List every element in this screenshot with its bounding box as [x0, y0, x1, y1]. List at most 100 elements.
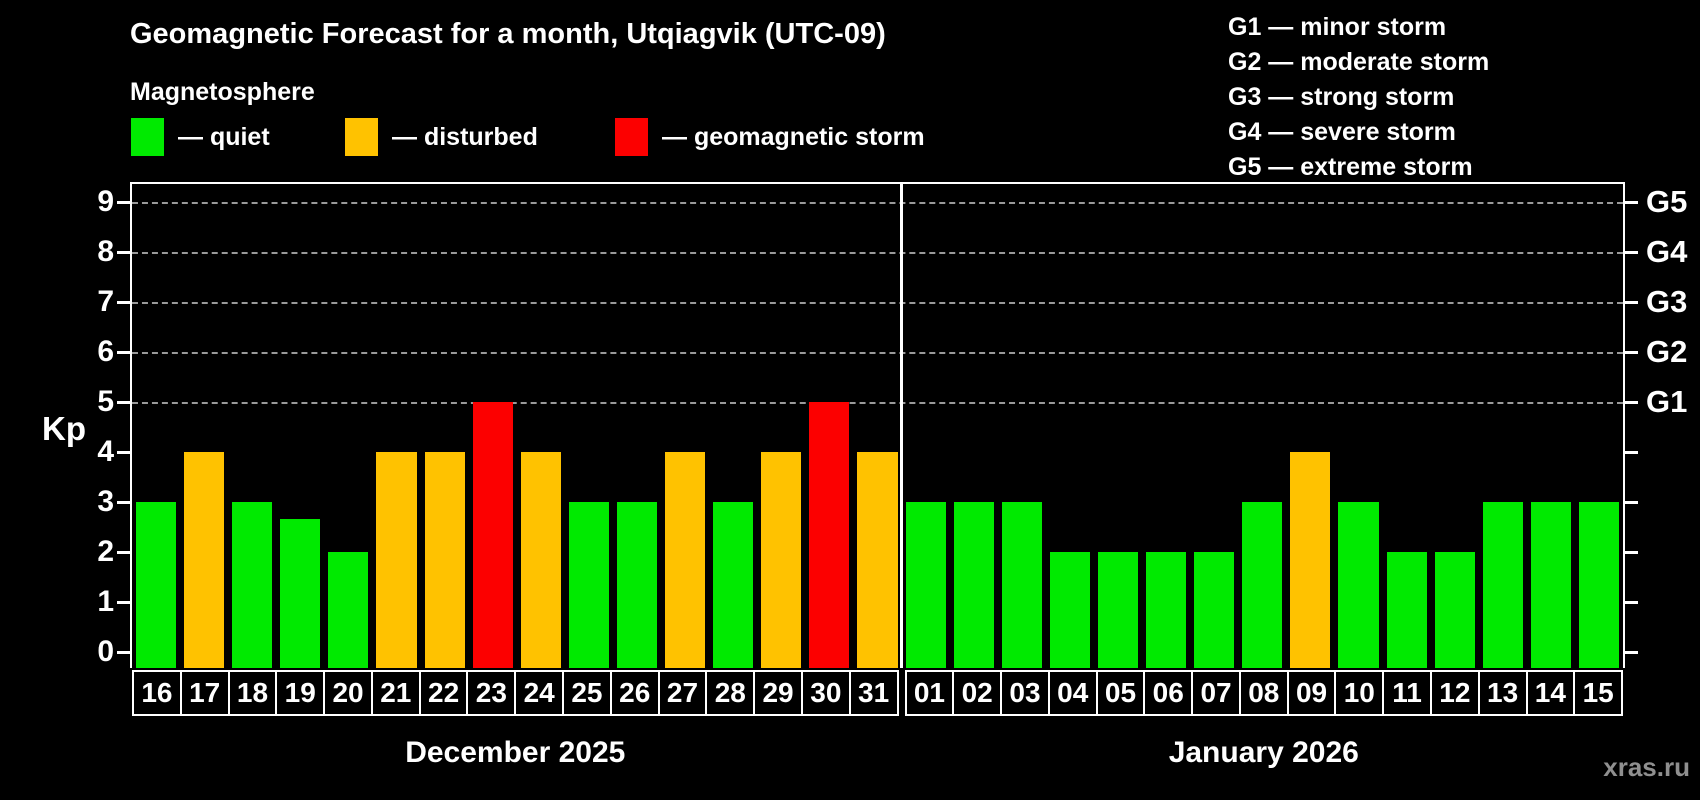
month-caption: January 2026	[1168, 736, 1359, 769]
right-axis-tick	[1625, 451, 1638, 454]
gridline-kp8	[132, 252, 1623, 254]
y-axis-title: Kp	[42, 410, 86, 447]
day-label: 14	[1525, 670, 1576, 716]
day-label: 26	[609, 670, 660, 716]
y-axis-tick	[117, 201, 130, 204]
day-label: 30	[800, 670, 851, 716]
day-label: 17	[179, 670, 230, 716]
y-axis-tick	[117, 451, 130, 454]
kp-bar	[905, 502, 946, 668]
y-tick-label: 5	[97, 385, 114, 418]
chart-title: Geomagnetic Forecast for a month, Utqiag…	[130, 18, 886, 50]
g-legend-line: G1 — minor storm	[1228, 13, 1447, 41]
right-axis-tick	[1625, 401, 1638, 404]
g-legend-line: G5 — extreme storm	[1228, 153, 1473, 181]
right-axis-tick	[1625, 301, 1638, 304]
day-label: 21	[370, 670, 421, 716]
legend-swatch-quiet	[131, 118, 164, 156]
plot-area	[130, 182, 1625, 668]
day-label: 15	[1573, 670, 1624, 716]
kp-bar	[1434, 552, 1475, 668]
kp-bar	[1290, 452, 1331, 668]
g-level-label: G4	[1646, 234, 1688, 269]
right-axis-tick	[1625, 251, 1638, 254]
kp-bar	[520, 452, 561, 668]
y-axis-tick	[117, 401, 130, 404]
kp-bar	[809, 402, 850, 668]
right-axis-tick	[1625, 551, 1638, 554]
right-axis-tick	[1625, 351, 1638, 354]
day-label: 07	[1191, 670, 1241, 716]
kp-bar	[761, 452, 802, 668]
day-label: 02	[952, 670, 1003, 716]
kp-bar	[280, 518, 321, 668]
y-tick-label: 0	[97, 635, 114, 668]
g-level-label: G3	[1646, 284, 1688, 319]
y-tick-label: 9	[97, 185, 114, 218]
kp-bar	[1386, 552, 1427, 668]
kp-bar	[376, 452, 417, 668]
g-level-label: G5	[1646, 184, 1688, 219]
day-label: 20	[323, 670, 373, 716]
right-axis-tick	[1625, 201, 1638, 204]
month-caption: December 2025	[405, 736, 626, 769]
day-label: 31	[848, 670, 899, 716]
day-label: 05	[1095, 670, 1146, 716]
kp-bar	[713, 502, 754, 668]
g-level-label: G2	[1646, 334, 1688, 369]
kp-bar	[184, 452, 225, 668]
legend-swatch-disturbed	[345, 118, 378, 156]
day-label: 04	[1047, 670, 1098, 716]
kp-bar	[1578, 502, 1619, 668]
kp-bar	[1482, 502, 1523, 668]
g-legend-line: G2 — moderate storm	[1228, 48, 1490, 76]
kp-bar	[1242, 502, 1283, 668]
day-label: 08	[1238, 670, 1289, 716]
y-tick-label: 2	[97, 535, 114, 568]
y-tick-label: 6	[97, 335, 114, 368]
day-label: 22	[418, 670, 469, 716]
kp-bar	[616, 502, 658, 668]
magnetosphere-label: Magnetosphere	[130, 78, 315, 106]
kp-bar	[1001, 502, 1042, 668]
g-scale-legend: G1 — minor storm G2 — moderate storm G3 — …	[1228, 10, 1489, 185]
day-label: 19	[275, 670, 326, 716]
y-tick-label: 1	[97, 585, 114, 618]
right-axis-tick	[1625, 651, 1638, 654]
day-label: 11	[1382, 670, 1432, 716]
kp-bar	[136, 502, 177, 668]
month-divider	[900, 184, 904, 668]
g-level-label: G1	[1646, 384, 1688, 419]
y-axis-tick	[117, 251, 130, 254]
gridline-kp5	[132, 402, 1623, 404]
legend-label: — disturbed	[392, 122, 538, 151]
day-label: 10	[1334, 670, 1385, 716]
kp-bar	[1049, 552, 1090, 668]
kp-bar	[1194, 552, 1235, 668]
day-label: 28	[705, 670, 756, 716]
legend-label: — quiet	[178, 122, 270, 151]
day-label: 23	[466, 670, 517, 716]
day-label: 12	[1429, 670, 1480, 716]
kp-bar	[665, 452, 706, 668]
right-axis-tick	[1625, 501, 1638, 504]
kp-bar	[568, 502, 609, 668]
day-label: 03	[1000, 670, 1050, 716]
kp-bar	[472, 402, 513, 668]
day-label: 09	[1286, 670, 1337, 716]
gridline-kp9	[132, 202, 1623, 204]
kp-bar	[1146, 552, 1187, 668]
kp-bar	[1338, 502, 1379, 668]
y-axis-tick	[117, 301, 130, 304]
y-axis-tick	[117, 601, 130, 604]
kp-bar	[424, 452, 465, 668]
day-label-row: 16 17 18 19 20 21 22 23 24 25 26 27 28 29 30 31	[132, 670, 899, 716]
legend-item-quiet: — quiet	[131, 117, 270, 157]
day-label: 25	[562, 670, 612, 716]
g-legend-line: G3 — strong storm	[1228, 83, 1455, 111]
kp-bar	[1530, 502, 1571, 668]
day-label: 29	[753, 670, 803, 716]
y-tick-label: 4	[97, 435, 114, 468]
day-label: 18	[227, 670, 278, 716]
